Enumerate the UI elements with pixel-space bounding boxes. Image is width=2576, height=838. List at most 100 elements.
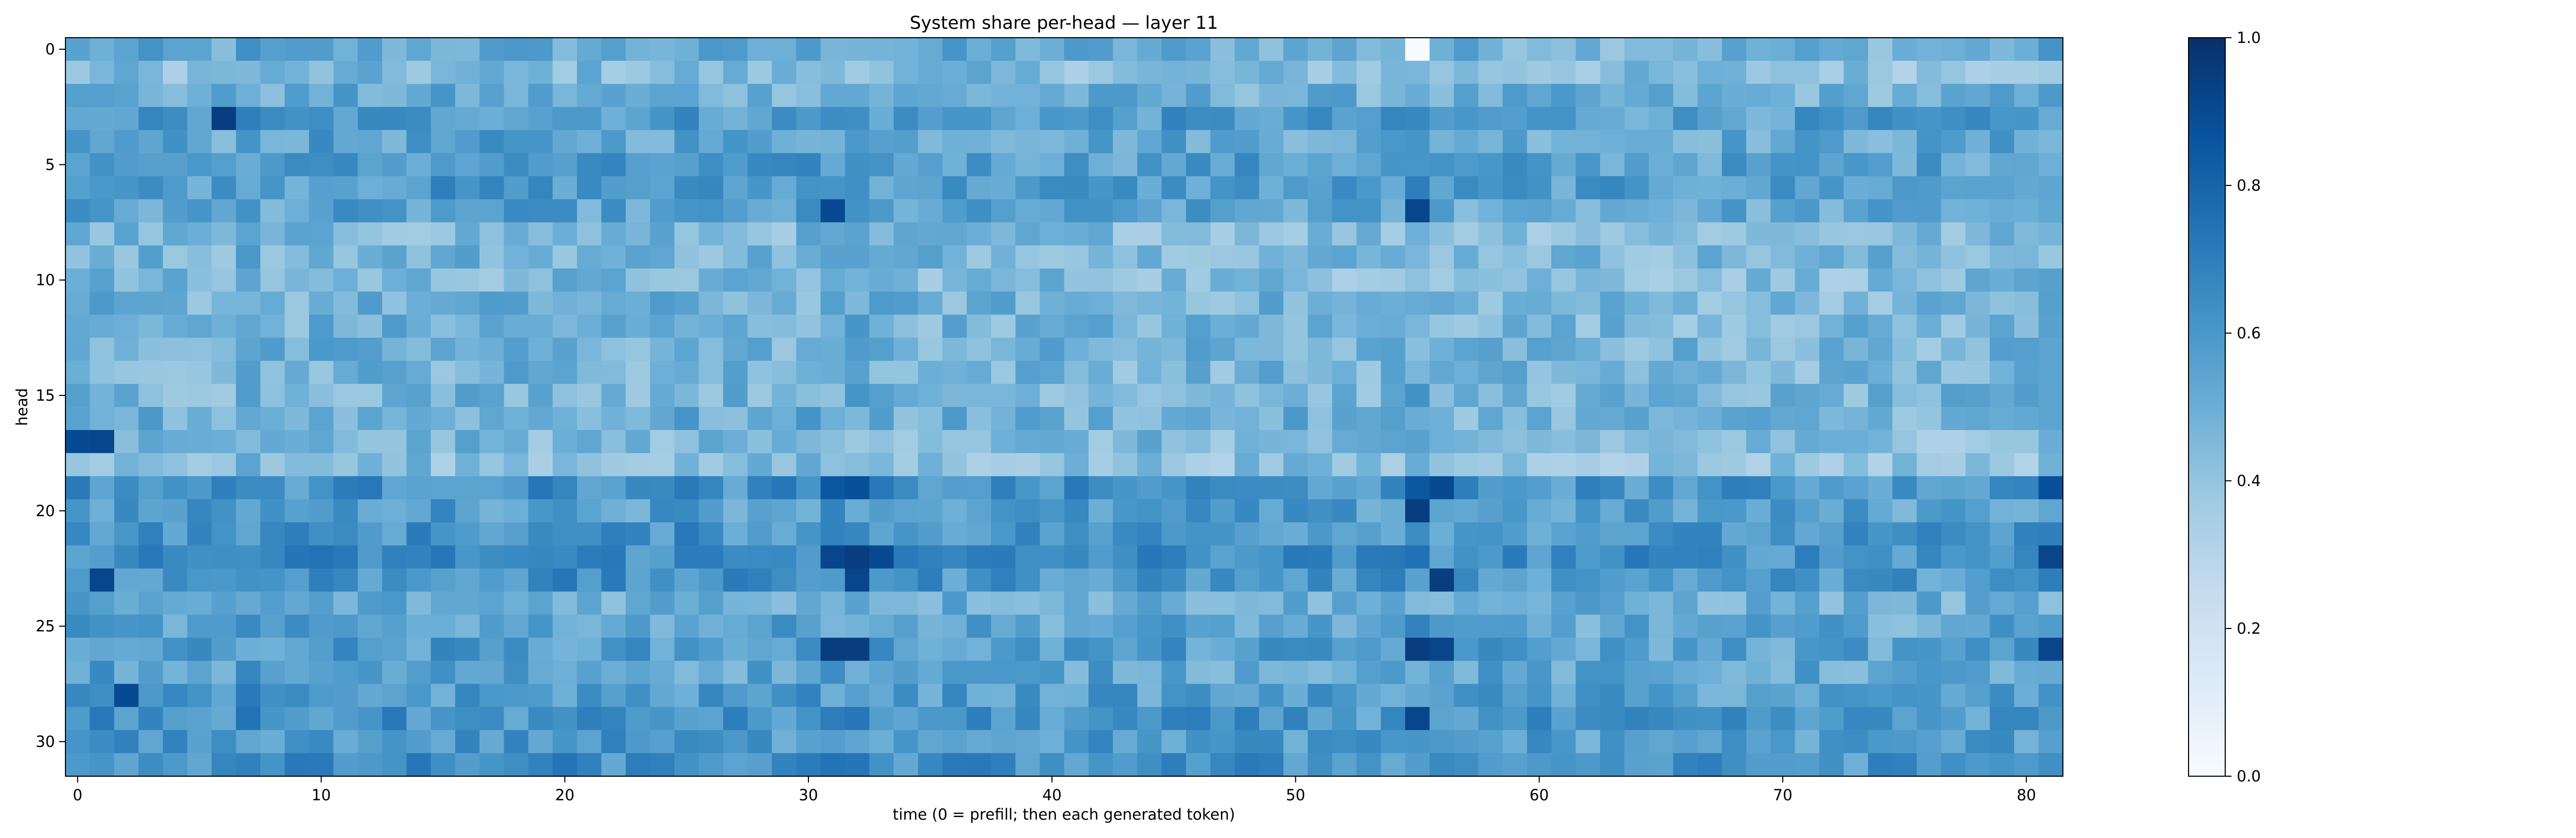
heatmap-cell	[650, 360, 675, 384]
heatmap-cell	[430, 730, 456, 754]
heatmap-cell	[1551, 199, 1576, 223]
heatmap-cell	[1429, 637, 1454, 661]
heatmap-cell	[893, 568, 918, 592]
heatmap-cell	[820, 222, 846, 246]
heatmap-cell	[504, 522, 529, 546]
heatmap-cell	[1770, 222, 1795, 246]
heatmap-cell	[1235, 476, 1260, 500]
heatmap-cell	[430, 568, 456, 592]
heatmap-cell	[1502, 107, 1528, 130]
heatmap-cell	[382, 337, 407, 361]
heatmap-cell	[1990, 360, 2015, 384]
heatmap-cell	[2014, 453, 2039, 477]
heatmap-cell	[382, 660, 407, 685]
heatmap-cell	[406, 61, 431, 84]
heatmap-cell	[430, 753, 456, 777]
heatmap-cell	[845, 245, 870, 269]
heatmap-cell	[820, 153, 846, 177]
heatmap-cell	[1502, 614, 1528, 638]
heatmap-cell	[1186, 476, 1211, 500]
heatmap-cell	[650, 222, 675, 246]
heatmap-cell	[1307, 683, 1333, 708]
chart-title: System share per-head — layer 11	[909, 13, 1218, 34]
heatmap-cell	[1916, 176, 1941, 200]
heatmap-cell	[674, 637, 699, 661]
heatmap-cell	[1868, 753, 1893, 777]
heatmap-cell	[1892, 591, 1917, 615]
heatmap-cell	[309, 568, 334, 592]
heatmap-cell	[552, 337, 578, 361]
heatmap-cell	[504, 222, 529, 246]
heatmap-cell	[1015, 383, 1040, 407]
heatmap-cell	[1453, 84, 1479, 107]
heatmap-cell	[796, 499, 821, 523]
heatmap-cell	[674, 383, 699, 407]
heatmap-cell	[1259, 360, 1284, 384]
heatmap-cell	[236, 222, 261, 246]
heatmap-cell	[1916, 407, 1941, 431]
heatmap-cell	[1381, 453, 1406, 477]
heatmap-cell	[212, 360, 237, 384]
heatmap-cell	[1332, 660, 1357, 685]
heatmap-cell	[772, 176, 797, 200]
heatmap-cell	[650, 407, 675, 431]
heatmap-cell	[1405, 38, 1430, 61]
heatmap-cell	[406, 660, 431, 685]
heatmap-cell	[479, 476, 505, 500]
heatmap-cell	[1819, 314, 1844, 338]
heatmap-cell	[1259, 476, 1284, 500]
heatmap-cell	[1210, 499, 1235, 523]
heatmap-cell	[163, 407, 188, 431]
heatmap-cell	[845, 545, 870, 569]
heatmap-cell	[1113, 176, 1138, 200]
heatmap-cell	[1892, 383, 1917, 407]
heatmap-cell	[455, 683, 480, 708]
heatmap-cell	[1137, 245, 1162, 269]
heatmap-cell	[1941, 453, 1966, 477]
heatmap-cell	[967, 383, 992, 407]
heatmap-cell	[1478, 383, 1503, 407]
heatmap-cell	[236, 61, 261, 84]
y-tick-label: 30	[36, 733, 55, 751]
heatmap-cell	[2014, 245, 2039, 269]
heatmap-cell	[2014, 176, 2039, 200]
heatmap-cell	[1381, 61, 1406, 84]
heatmap-cell	[1137, 407, 1162, 431]
heatmap-cell	[1429, 199, 1454, 223]
heatmap-cell	[1259, 660, 1284, 685]
heatmap-cell	[552, 683, 578, 708]
heatmap-cell	[1795, 360, 1820, 384]
heatmap-cell	[893, 383, 918, 407]
heatmap-cell	[1624, 545, 1649, 569]
heatmap-cell	[504, 453, 529, 477]
heatmap-cell	[212, 176, 237, 200]
heatmap-cell	[65, 660, 91, 685]
heatmap-cell	[845, 637, 870, 661]
heatmap-cell	[114, 591, 139, 615]
heatmap-cell	[1113, 337, 1138, 361]
heatmap-cell	[528, 314, 553, 338]
heatmap-cell	[747, 568, 772, 592]
heatmap-cell	[845, 130, 870, 153]
heatmap-cell	[1064, 660, 1089, 685]
heatmap-cell	[1235, 453, 1260, 477]
heatmap-cell	[1624, 430, 1649, 454]
heatmap-cell	[187, 107, 212, 130]
heatmap-cell	[430, 38, 456, 61]
heatmap-cell	[309, 291, 334, 315]
heatmap-cell	[869, 453, 894, 477]
heatmap-cell	[1405, 107, 1430, 130]
heatmap-cell	[333, 360, 358, 384]
heatmap-cell	[626, 176, 651, 200]
heatmap-cell	[1965, 522, 1991, 546]
heatmap-cell	[698, 614, 724, 638]
heatmap-cell	[918, 430, 943, 454]
heatmap-cell	[626, 614, 651, 638]
heatmap-cell	[601, 591, 626, 615]
heatmap-cell	[1916, 453, 1941, 477]
heatmap-cell	[1941, 499, 1966, 523]
heatmap-cell	[1039, 683, 1065, 708]
heatmap-cell	[1405, 614, 1430, 638]
heatmap-cell	[406, 130, 431, 153]
heatmap-cell	[698, 291, 724, 315]
